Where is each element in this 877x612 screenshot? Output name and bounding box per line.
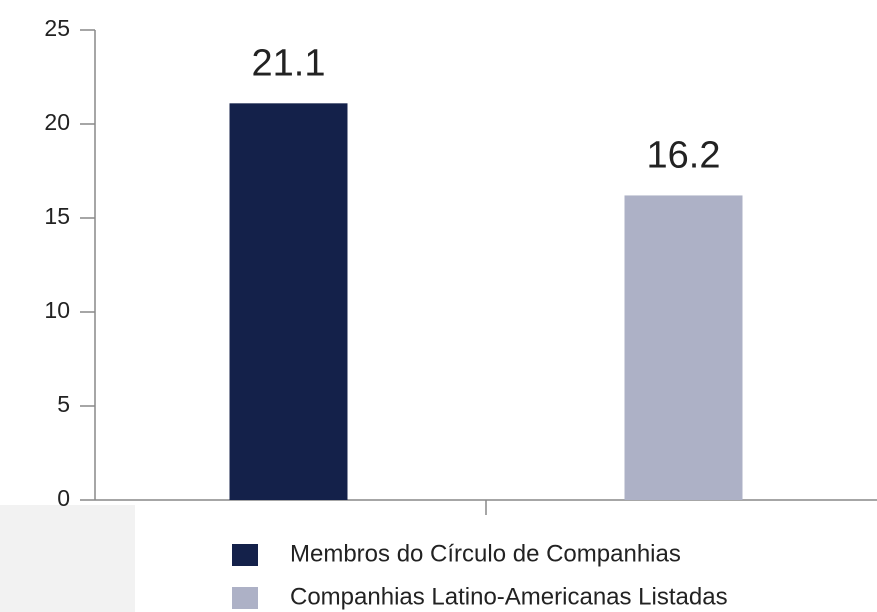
value-label: 21.1 bbox=[252, 42, 326, 84]
y-tick-label: 20 bbox=[44, 109, 70, 135]
y-tick-label: 25 bbox=[44, 15, 70, 41]
legend-swatch bbox=[232, 587, 258, 609]
bar bbox=[229, 103, 348, 500]
legend-swatch bbox=[232, 544, 258, 566]
bar bbox=[624, 195, 743, 500]
legend-label: Membros do Círculo de Companhias bbox=[290, 540, 681, 567]
background-panel bbox=[0, 505, 135, 612]
y-tick-label: 5 bbox=[57, 391, 70, 417]
value-label: 16.2 bbox=[647, 134, 721, 176]
y-tick-label: 0 bbox=[57, 485, 70, 511]
legend-label: Companhias Latino-Americanas Listadas bbox=[290, 583, 728, 610]
y-tick-label: 15 bbox=[44, 203, 70, 229]
y-tick-label: 10 bbox=[44, 297, 70, 323]
